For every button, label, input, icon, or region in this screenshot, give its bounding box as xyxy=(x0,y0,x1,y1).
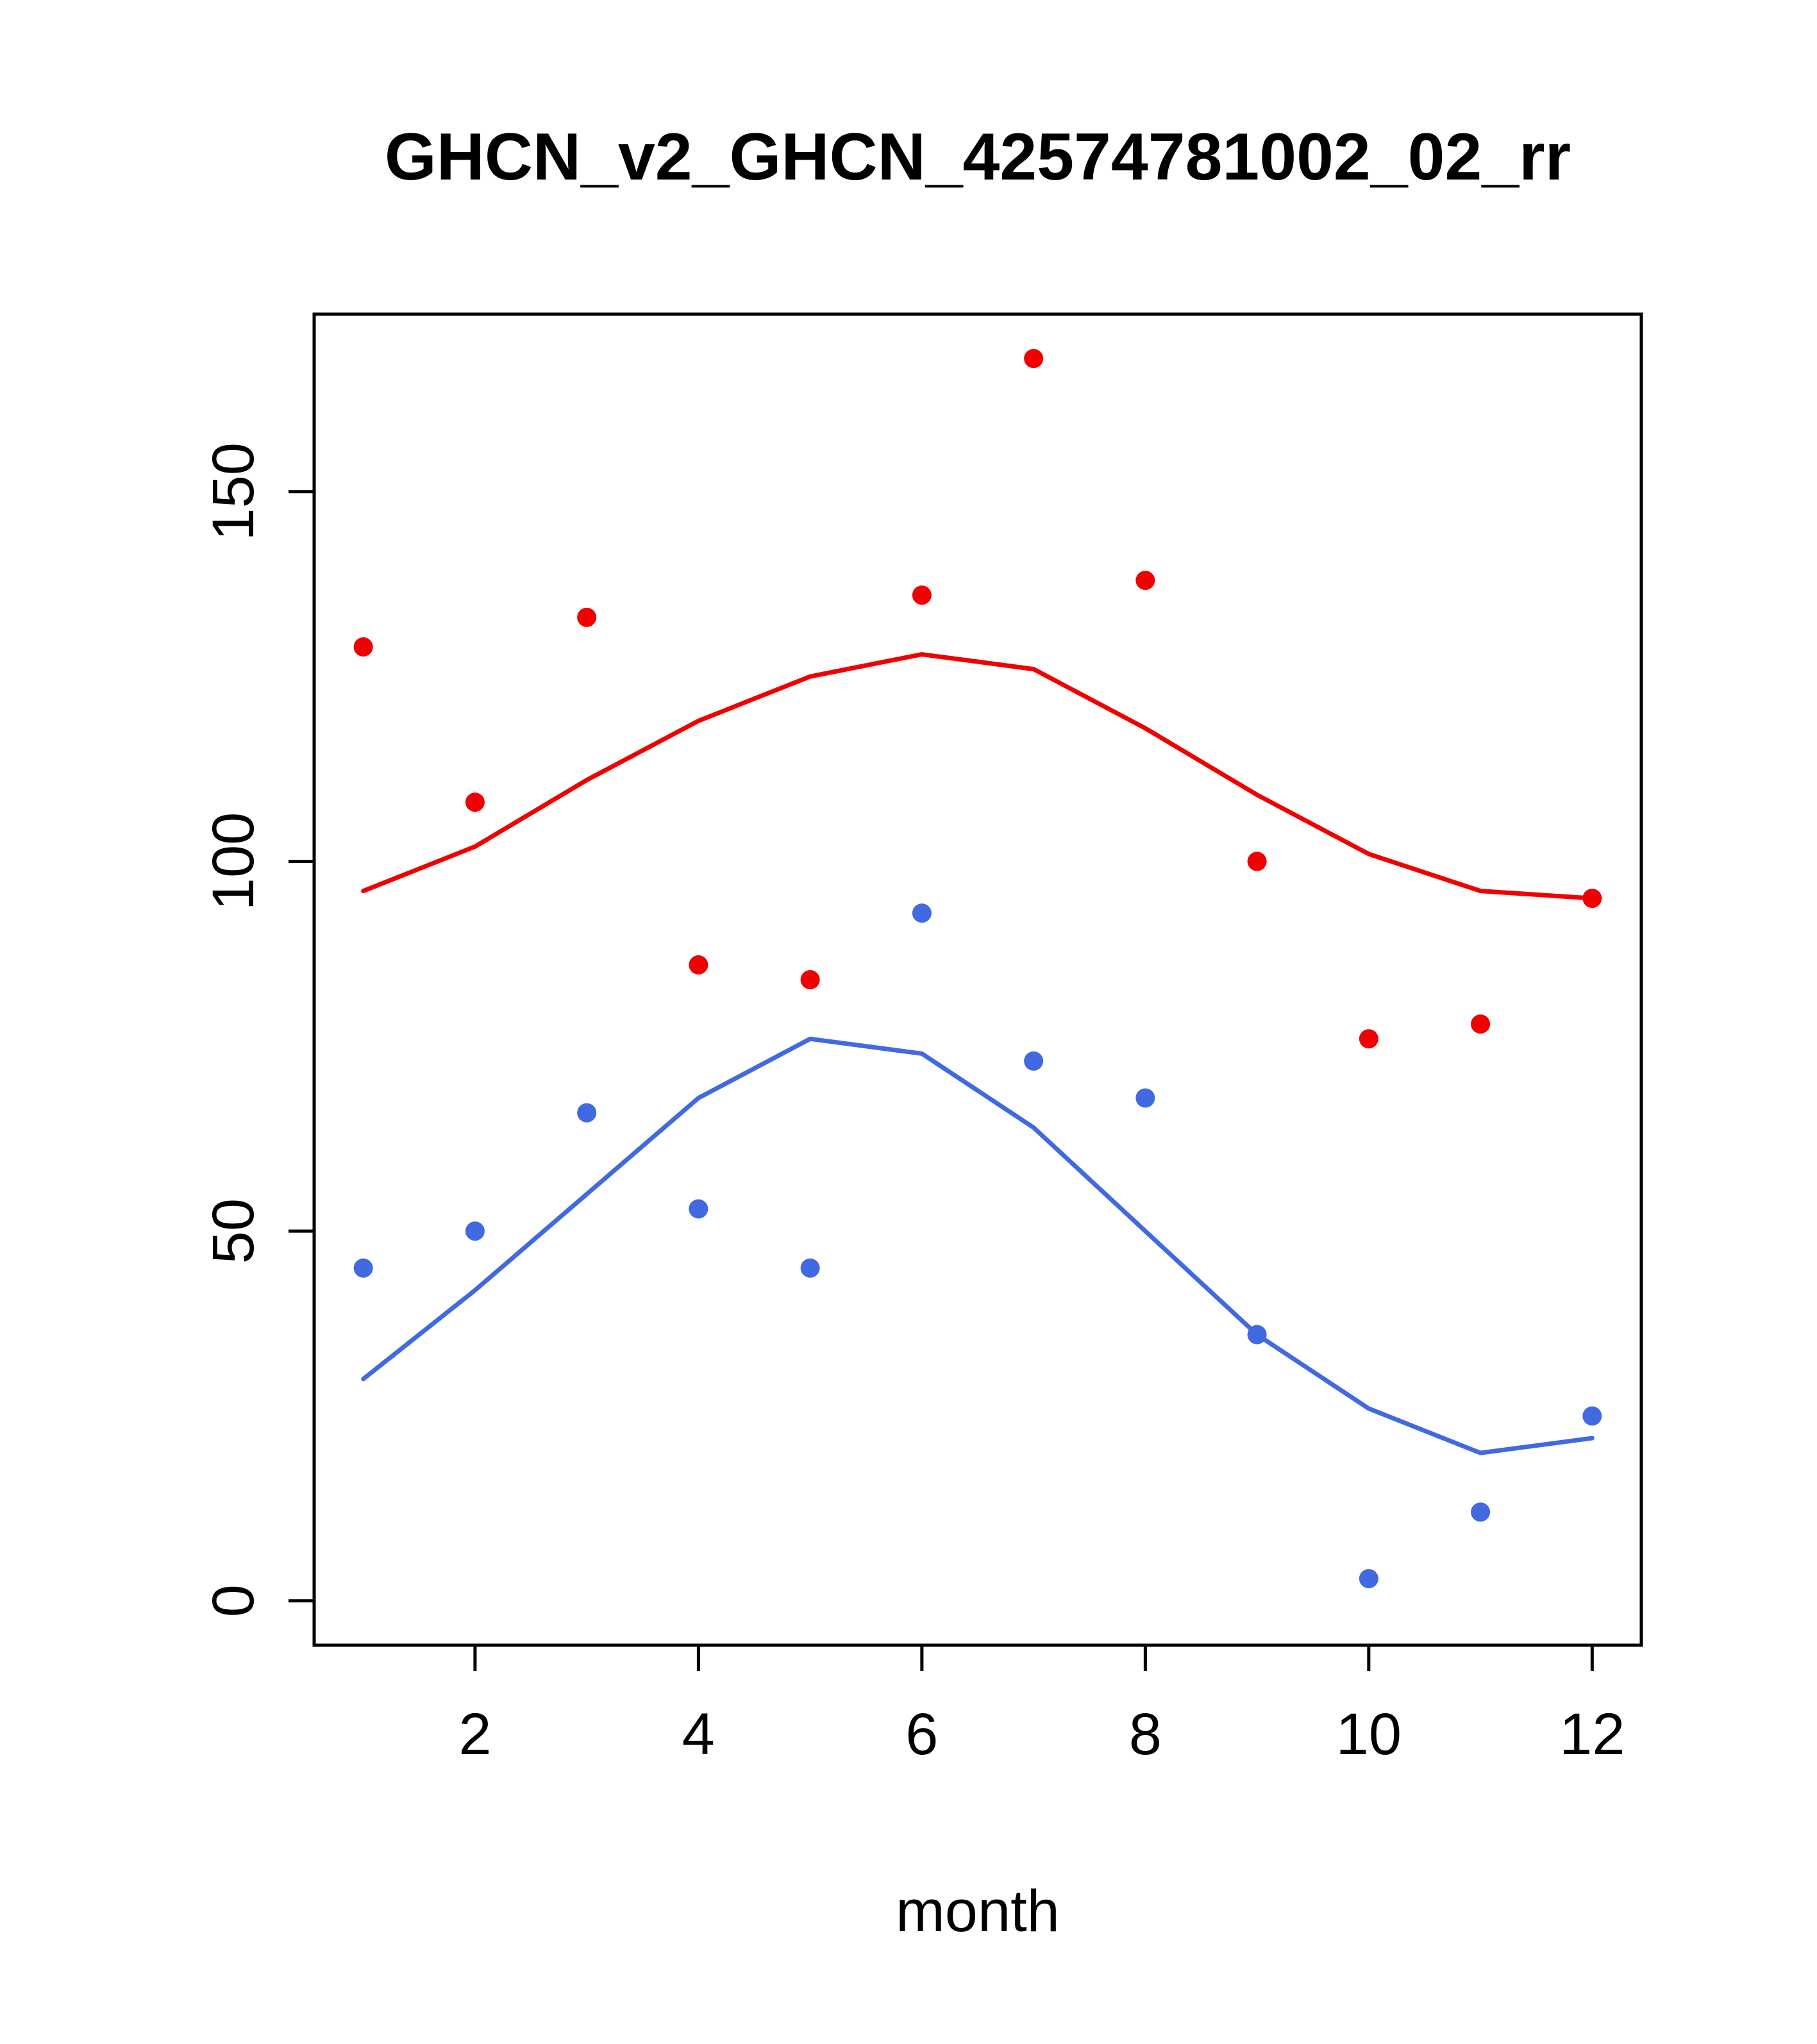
red-points-point xyxy=(1135,571,1155,591)
blue-smooth-line xyxy=(361,1036,1595,1455)
y-tick-label: 0 xyxy=(201,1584,266,1617)
x-tick-label: 4 xyxy=(682,1702,715,1767)
x-tick-label: 6 xyxy=(905,1702,938,1767)
blue-points-point xyxy=(800,1258,820,1278)
y-axis: 0 50 100 150 xyxy=(201,442,314,1617)
red-points-point xyxy=(1247,851,1267,871)
series-layer xyxy=(353,349,1602,1589)
red-points-point xyxy=(465,792,485,812)
red-points-point xyxy=(577,607,597,627)
x-axis: 2 4 6 8 10 12 xyxy=(458,1645,1625,1767)
red-smooth-line xyxy=(361,652,1595,901)
blue-points-point xyxy=(465,1221,485,1241)
red-points-point xyxy=(800,970,820,989)
plot-box xyxy=(312,312,1643,1647)
x-tick-label: 8 xyxy=(1129,1702,1162,1767)
blue-points-point xyxy=(1359,1569,1378,1589)
x-axis-title: month xyxy=(896,1879,1060,1944)
blue-points-point xyxy=(689,1199,708,1219)
red-points-point xyxy=(353,637,373,657)
red-points-point xyxy=(1359,1029,1378,1049)
x-tick-label: 12 xyxy=(1559,1702,1625,1767)
x-tick-label: 2 xyxy=(458,1702,491,1767)
chart-title: GHCN_v2_GHCN_42574781002_02_rr xyxy=(385,120,1571,194)
y-tick-label: 100 xyxy=(201,812,266,911)
blue-points-point xyxy=(1135,1088,1155,1108)
blue-points-point xyxy=(1582,1406,1602,1426)
x-tick-label: 10 xyxy=(1336,1702,1402,1767)
red-points-point xyxy=(1471,1014,1491,1034)
red-points-point xyxy=(1024,349,1044,369)
plot-area xyxy=(312,312,1643,1647)
blue-points-point xyxy=(1471,1502,1491,1522)
blue-points-point xyxy=(577,1103,597,1123)
blue-points-point xyxy=(353,1258,373,1278)
red-points-point xyxy=(689,955,708,975)
red-points-point xyxy=(912,585,932,605)
blue-points-point xyxy=(1024,1051,1044,1071)
y-tick-label: 150 xyxy=(201,442,266,541)
blue-points-point xyxy=(912,903,932,923)
y-tick-label: 50 xyxy=(201,1198,266,1264)
